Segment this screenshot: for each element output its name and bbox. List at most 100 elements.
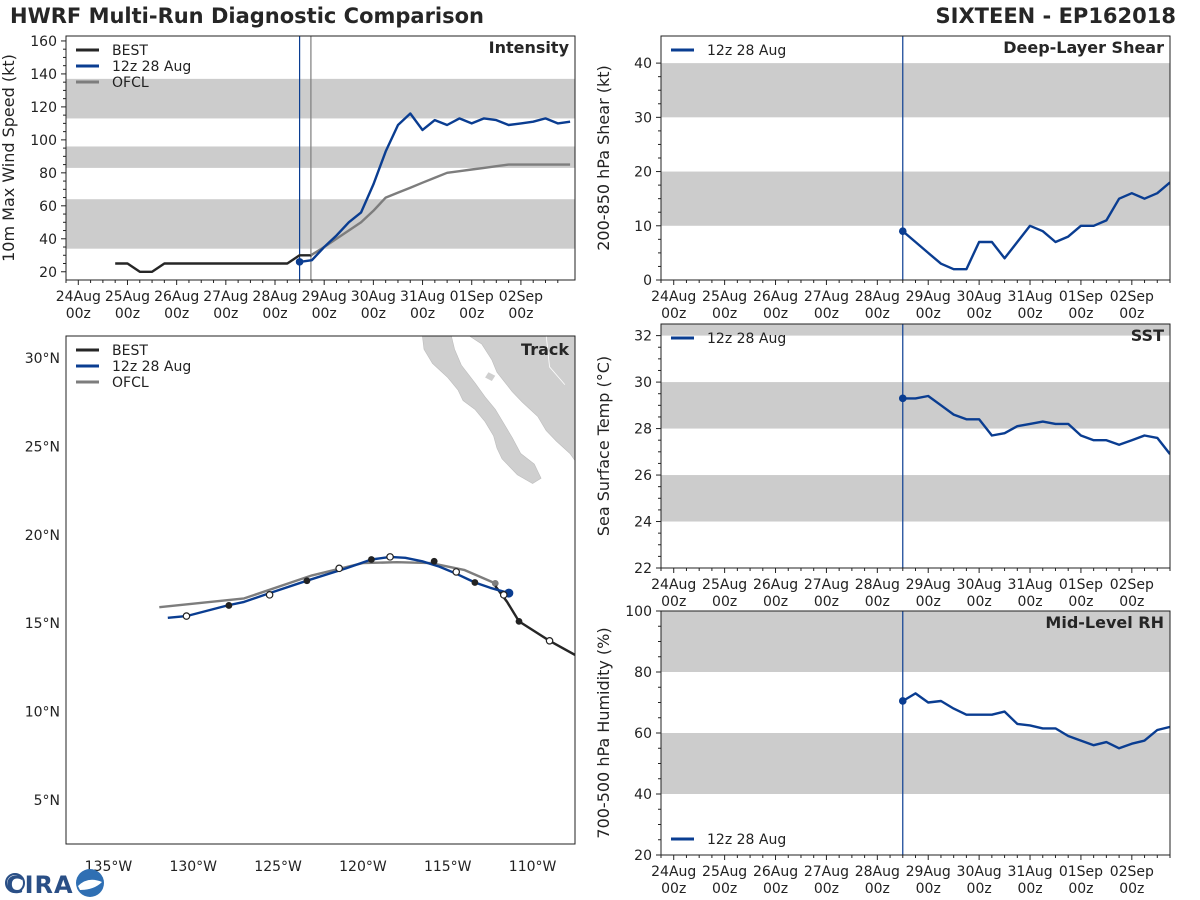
intensity-xtick-date: 24Aug — [56, 289, 101, 305]
intensity-ytick-label: 80 — [39, 166, 57, 182]
track-series-12z-28-aug-marker-filled — [303, 577, 311, 585]
rh-xtick-date: 25Aug — [702, 864, 747, 880]
track-plot-area — [159, 336, 575, 656]
sst-xtick-hour: 00z — [661, 594, 686, 610]
state-border — [545, 336, 566, 385]
intensity-plot-area — [66, 36, 575, 280]
track-series-best-marker-open — [545, 636, 554, 645]
shear-band-0 — [661, 171, 1170, 226]
shear-band-1 — [661, 63, 1170, 118]
intensity-xtick-hour: 00z — [262, 306, 287, 322]
page-title: HWRF Multi-Run Diagnostic Comparison — [10, 4, 485, 28]
track-series-12z-28-aug-marker-filled — [225, 602, 233, 609]
track-lat-label: 10°N — [25, 704, 60, 720]
intensity-chart: 2040608010012014016024Aug00z25Aug00z26Au… — [0, 34, 576, 322]
shear-xtick-date: 26Aug — [753, 289, 798, 305]
sst-xtick-hour: 00z — [865, 594, 890, 610]
track-frame — [65, 335, 576, 845]
track-lon-label: 125°W — [254, 859, 302, 875]
rh-xtick-hour: 00z — [763, 881, 788, 897]
rh-ylabel: 700-500 hPa Humidity (%) — [594, 627, 613, 838]
rh-xtick-date: 29Aug — [906, 864, 951, 880]
sst-series-12z-28-aug-start-point — [898, 394, 907, 403]
rh-xtick-hour: 00z — [712, 881, 737, 897]
rh-ytick-label: 60 — [634, 726, 652, 742]
sst-series-12z-28-aug — [902, 394, 1170, 455]
sst-xtick-hour: 00z — [763, 594, 788, 610]
intensity-ytick-label: 100 — [30, 133, 57, 149]
track-series-12z-28-aug-marker-filled — [368, 556, 375, 563]
cira-logo-text: CIRA — [6, 871, 74, 899]
track-lat-label: 5°N — [34, 793, 60, 809]
shear-xtick-hour: 00z — [916, 306, 941, 322]
sst-xtick-hour: 00z — [712, 594, 737, 610]
sst-xtick-hour: 00z — [1017, 594, 1042, 610]
intensity-series-ofcl — [310, 163, 571, 257]
track-lat-label: 15°N — [25, 616, 60, 632]
intensity-series-12z-28-aug — [299, 112, 571, 264]
rh-band-0 — [661, 733, 1170, 794]
sst-title: SST — [1131, 326, 1164, 345]
shear-xtick-date: 27Aug — [804, 289, 849, 305]
track-series-ofcl-marker-filled — [491, 579, 499, 587]
sst-xtick-date: 29Aug — [906, 577, 951, 593]
intensity-xtick-hour: 00z — [508, 306, 533, 322]
intensity-xtick-date: 26Aug — [154, 289, 199, 305]
rh-xtick-hour: 00z — [1068, 881, 1093, 897]
track-series-ofcl — [159, 561, 496, 609]
intensity-xtick-date: 01Sep — [450, 289, 494, 305]
intensity-xtick-date: 28Aug — [252, 289, 297, 305]
shear-ytick-label: 20 — [634, 165, 652, 181]
rh-series-12z-28-aug-start-point — [898, 697, 907, 705]
track-series-12z-28-aug-marker-filled — [471, 579, 479, 586]
intensity-band-0 — [66, 199, 575, 249]
sst-band-1 — [661, 382, 1170, 429]
shear-xtick-hour: 00z — [1068, 306, 1093, 322]
intensity-xtick-hour: 00z — [410, 306, 435, 322]
shear-series-12z-28-aug-start-point — [898, 227, 907, 235]
sst-ytick-label: 28 — [634, 422, 652, 438]
rh-series-12z-28-aug — [902, 692, 1170, 750]
shear-ytick-label: 10 — [634, 219, 652, 235]
track-title: Track — [521, 340, 569, 359]
shear-xtick-date: 01Sep — [1059, 289, 1103, 305]
rh-ytick-label: 100 — [625, 604, 652, 620]
intensity-ytick-label: 120 — [30, 100, 57, 116]
intensity-ytick-label: 40 — [39, 232, 57, 248]
shear-xtick-date: 02Sep — [1110, 289, 1154, 305]
rh-xtick-date: 01Sep — [1059, 864, 1103, 880]
track-series-12z-28-aug-marker-open — [335, 564, 343, 573]
shear-legend-label: 12z 28 Aug — [707, 43, 786, 59]
track-lon-label: 120°W — [339, 859, 387, 875]
shear-xtick-hour: 00z — [712, 306, 737, 322]
sst-xtick-date: 30Aug — [957, 577, 1002, 593]
intensity-series-12z-28-aug-start-point — [295, 258, 304, 266]
track-lat-label: 30°N — [25, 351, 60, 367]
track-lon-label: 115°W — [424, 859, 472, 875]
shear-xtick-date: 29Aug — [906, 289, 951, 305]
shear-xtick-date: 31Aug — [1007, 289, 1052, 305]
track-legend-label: OFCL — [112, 375, 149, 391]
track-lon-label: 130°W — [169, 859, 217, 875]
shear-ytick-label: 30 — [634, 110, 652, 126]
track-legend-label: 12z 28 Aug — [112, 359, 191, 375]
intensity-xtick-hour: 00z — [213, 306, 238, 322]
rh-band-1 — [661, 611, 1170, 672]
shear-xtick-hour: 00z — [967, 306, 992, 322]
intensity-xtick-date: 31Aug — [400, 289, 445, 305]
rh-plot-area — [661, 611, 1170, 855]
sst-xtick-date: 26Aug — [753, 577, 798, 593]
sst-xtick-hour: 00z — [1119, 594, 1144, 610]
shear-chart: 01020304024Aug00z25Aug00z26Aug00z27Aug00… — [594, 35, 1171, 322]
cira-logo: CIRA — [5, 869, 104, 899]
intensity-frame — [65, 35, 576, 281]
sst-xtick-hour: 00z — [814, 594, 839, 610]
sst-legend-label: 12z 28 Aug — [707, 331, 786, 347]
sst-xtick-date: 28Aug — [855, 577, 900, 593]
sst-xtick-date: 27Aug — [804, 577, 849, 593]
sst-xtick-date: 24Aug — [651, 577, 696, 593]
shear-xtick-date: 28Aug — [855, 289, 900, 305]
sst-ytick-label: 32 — [634, 329, 652, 345]
sst-ytick-label: 24 — [634, 515, 652, 531]
